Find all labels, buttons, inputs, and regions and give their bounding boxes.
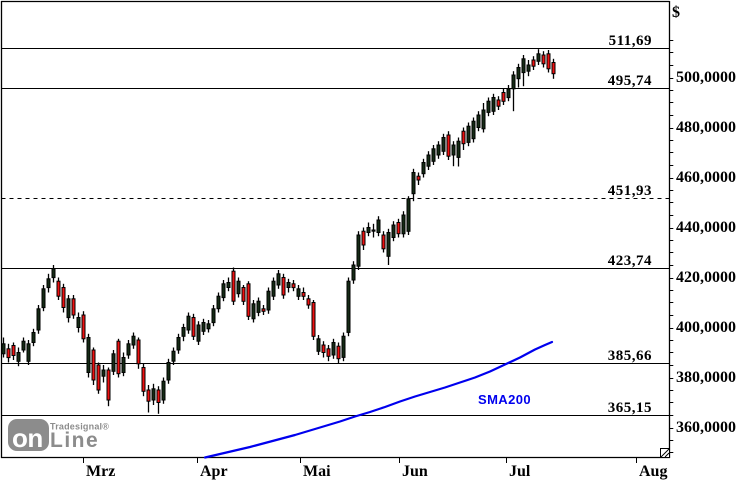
- svg-text:Tradesignal®: Tradesignal®: [50, 422, 109, 432]
- svg-text:380,0000: 380,0000: [676, 369, 736, 386]
- svg-text:$: $: [672, 4, 680, 21]
- svg-text:Mrz: Mrz: [86, 463, 115, 480]
- svg-text:385,66: 385,66: [608, 348, 652, 364]
- svg-text:on: on: [12, 423, 43, 453]
- svg-text:500,0000: 500,0000: [676, 69, 736, 86]
- svg-text:Jul: Jul: [509, 463, 531, 480]
- svg-text:400,0000: 400,0000: [676, 319, 736, 336]
- svg-text:Line: Line: [50, 429, 99, 452]
- svg-text:420,0000: 420,0000: [676, 269, 736, 286]
- svg-text:Jun: Jun: [402, 463, 428, 480]
- svg-text:511,69: 511,69: [609, 33, 652, 49]
- svg-text:423,74: 423,74: [608, 253, 652, 269]
- svg-text:Apr: Apr: [200, 463, 228, 480]
- svg-text:SMA200: SMA200: [478, 392, 531, 407]
- svg-text:460,0000: 460,0000: [676, 169, 736, 186]
- svg-text:360,0000: 360,0000: [676, 419, 736, 436]
- svg-text:495,74: 495,74: [608, 73, 652, 89]
- svg-text:451,93: 451,93: [608, 183, 652, 199]
- svg-text:Aug: Aug: [639, 463, 667, 480]
- svg-text:440,0000: 440,0000: [676, 219, 736, 236]
- svg-text:365,15: 365,15: [608, 400, 652, 416]
- svg-text:480,0000: 480,0000: [676, 119, 736, 136]
- svg-text:Mai: Mai: [303, 463, 331, 480]
